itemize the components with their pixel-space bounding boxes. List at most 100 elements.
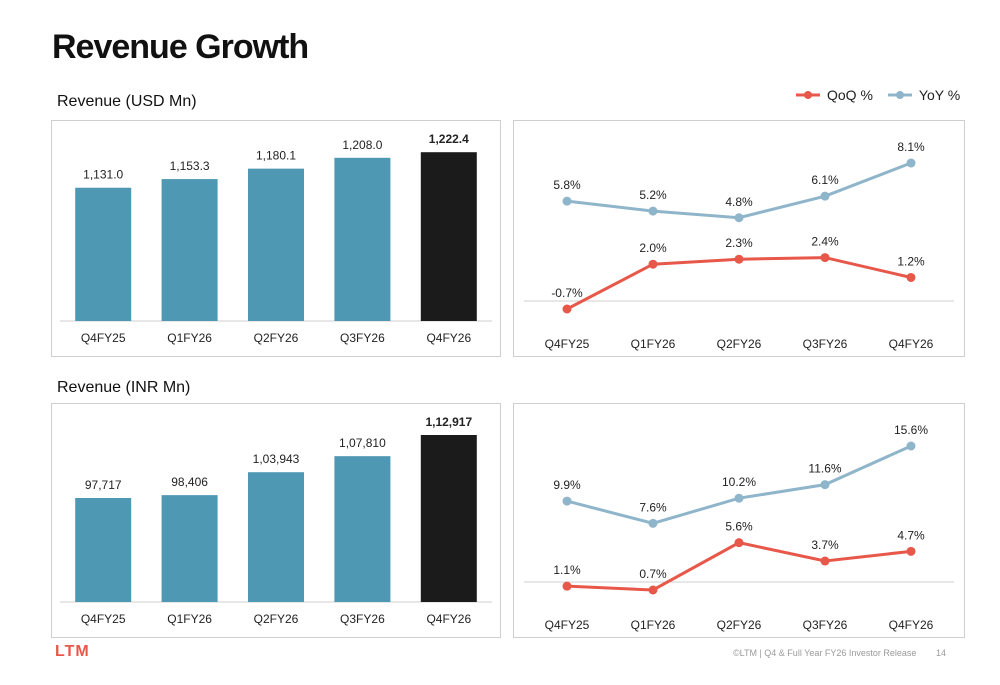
- usd-growth-x-tick-label: Q1FY26: [631, 337, 676, 351]
- inr-growth-yoy-data-label: 9.9%: [553, 478, 581, 492]
- inr-growth-x-tick-label: Q1FY26: [631, 618, 676, 632]
- usd-x-tick-label: Q4FY26: [426, 331, 471, 345]
- inr-bar: [334, 456, 391, 602]
- inr-growth-qoq-point: [648, 585, 658, 595]
- inr-bar: [75, 497, 132, 602]
- inr-growth-qoq-series-line: [566, 541, 912, 592]
- usd-growth-qoq-point: [820, 253, 830, 263]
- usd-growth-yoy-data-label: 5.2%: [639, 188, 667, 202]
- inr-revenue-bar-chart: 97,717 Q4FY25 98,406 Q1FY26 1,03,943 Q2FY26 1,…: [60, 415, 492, 626]
- usd-growth-qoq-point: [734, 254, 744, 264]
- legend-label-qoq: QoQ %: [827, 87, 873, 103]
- legend: QoQ % YoY %: [795, 87, 960, 103]
- usd-x-tick-label: Q3FY26: [340, 331, 385, 345]
- inr-growth-yoy-point: [648, 518, 658, 528]
- usd-growth-yoy-data-label: 8.1%: [897, 140, 925, 154]
- inr-growth-qoq-data-label: 5.6%: [725, 520, 753, 534]
- inr-value-label: 1,07,810: [339, 436, 386, 450]
- inr-x-tick-label: Q2FY26: [254, 612, 299, 626]
- inr-growth-yoy-point: [820, 480, 830, 490]
- inr-growth-yoy-data-label: 11.6%: [808, 462, 841, 476]
- usd-value-label: 1,153.3: [170, 159, 210, 173]
- usd-bar: [334, 157, 391, 321]
- usd-growth-panel: 5.8% 5.2% 4.8% 6.1% 8.1% -0.7% 2.0% 2.3% 2.4% 1.2…: [513, 120, 965, 357]
- inr-growth-yoy-data-label: 10.2%: [722, 475, 756, 489]
- usd-revenue-bar-chart: 1,131.0 Q4FY25 1,153.3 Q1FY26 1,180.1 Q2FY26 1…: [60, 132, 492, 345]
- usd-growth-yoy-point: [734, 213, 744, 223]
- inr-bar: [161, 495, 218, 602]
- inr-growth-x-tick-label: Q4FY26: [889, 618, 934, 632]
- usd-x-tick-label: Q4FY25: [81, 331, 126, 345]
- usd-section-title: Revenue (USD Mn): [57, 93, 197, 110]
- usd-growth-yoy-point: [820, 191, 830, 201]
- usd-growth-qoq-point: [648, 259, 658, 269]
- legend-label-yoy: YoY %: [918, 87, 961, 103]
- usd-value-label: 1,208.0: [342, 138, 382, 152]
- usd-value-label: 1,222.4: [429, 132, 469, 146]
- inr-growth-yoy-point: [562, 496, 572, 506]
- inr-x-tick-label: Q1FY26: [167, 612, 212, 626]
- usd-bar: [420, 152, 477, 321]
- usd-bar: [161, 179, 218, 321]
- legend-item-yoy: YoY %: [887, 87, 960, 103]
- usd-value-label: 1,180.1: [256, 149, 296, 163]
- inr-growth-qoq-data-label: 0.7%: [639, 567, 667, 581]
- inr-growth-yoy-point: [906, 441, 916, 451]
- inr-growth-qoq-point: [734, 538, 744, 548]
- inr-value-label: 1,03,943: [253, 452, 300, 466]
- usd-growth-x-tick-label: Q4FY25: [545, 337, 590, 351]
- inr-growth-yoy-data-label: 15.6%: [894, 423, 928, 437]
- inr-bar-panel: 97,717 Q4FY25 98,406 Q1FY26 1,03,943 Q2FY26 1,…: [51, 403, 501, 638]
- usd-growth-yoy-point: [648, 206, 658, 216]
- usd-growth-line-chart: 5.8% 5.2% 4.8% 6.1% 8.1% -0.7% 2.0% 2.3% 2.4% 1.2…: [524, 140, 954, 351]
- inr-growth-qoq-data-label: 3.7%: [811, 538, 839, 552]
- inr-growth-qoq-data-label: 4.7%: [897, 528, 925, 542]
- inr-value-label: 1,12,917: [425, 415, 472, 429]
- inr-value-label: 98,406: [171, 475, 208, 489]
- usd-growth-yoy-data-label: 4.8%: [725, 195, 753, 209]
- usd-growth-yoy-point: [906, 158, 916, 168]
- usd-growth-yoy-data-label: 6.1%: [811, 173, 839, 187]
- usd-growth-yoy-data-label: 5.8%: [553, 178, 581, 192]
- inr-growth-qoq-point: [562, 581, 572, 591]
- inr-growth-x-tick-label: Q3FY26: [803, 618, 848, 632]
- usd-growth-yoy-point: [562, 196, 572, 206]
- legend-item-qoq: QoQ %: [795, 87, 873, 103]
- usd-value-label: 1,131.0: [83, 168, 123, 182]
- usd-growth-x-tick-label: Q3FY26: [803, 337, 848, 351]
- usd-growth-x-tick-label: Q4FY26: [889, 337, 934, 351]
- inr-value-label: 97,717: [85, 478, 122, 492]
- usd-bar-panel: 1,131.0 Q4FY25 1,153.3 Q1FY26 1,180.1 Q2FY26 1…: [51, 120, 501, 357]
- inr-bar: [248, 472, 304, 602]
- inr-x-tick-label: Q3FY26: [340, 612, 385, 626]
- footer-text: ©LTM | Q4 & Full Year FY26 Investor Rele…: [733, 648, 917, 658]
- usd-x-tick-label: Q1FY26: [167, 331, 212, 345]
- usd-growth-x-tick-label: Q2FY26: [717, 337, 762, 351]
- usd-growth-qoq-data-label: 2.0%: [639, 241, 667, 255]
- page-title: Revenue Growth: [52, 28, 309, 66]
- usd-growth-qoq-data-label: 2.4%: [811, 235, 839, 249]
- inr-growth-panel: 9.9% 7.6% 10.2% 11.6% 15.6% 1.1% 0.7% 5.6% 3.7% 4…: [513, 403, 965, 638]
- inr-bar: [420, 435, 477, 602]
- usd-growth-qoq-point: [906, 272, 916, 282]
- inr-x-tick-label: Q4FY26: [426, 612, 471, 626]
- usd-bar: [248, 168, 304, 321]
- usd-x-tick-label: Q2FY26: [254, 331, 299, 345]
- page-number: 14: [936, 648, 947, 658]
- inr-growth-x-tick-label: Q4FY25: [545, 618, 590, 632]
- inr-growth-qoq-point: [820, 556, 830, 566]
- inr-growth-qoq-point: [906, 546, 916, 556]
- usd-growth-qoq-data-label: 2.3%: [725, 236, 753, 250]
- usd-growth-yoy-series-line: [566, 161, 912, 220]
- inr-section-title: Revenue (INR Mn): [57, 379, 191, 396]
- usd-growth-qoq-data-label: -0.7%: [551, 286, 583, 300]
- usd-growth-qoq-data-label: 1.2%: [897, 254, 925, 268]
- inr-growth-line-chart: 9.9% 7.6% 10.2% 11.6% 15.6% 1.1% 0.7% 5.6% 3.7% 4…: [524, 423, 954, 632]
- inr-growth-yoy-point: [734, 493, 744, 503]
- yoy-legend-marker-icon: [887, 91, 912, 99]
- inr-x-tick-label: Q4FY25: [81, 612, 126, 626]
- ltm-logo: LTM: [55, 643, 90, 660]
- inr-growth-x-tick-label: Q2FY26: [717, 618, 762, 632]
- usd-bar: [75, 187, 132, 321]
- inr-growth-yoy-data-label: 7.6%: [639, 500, 667, 514]
